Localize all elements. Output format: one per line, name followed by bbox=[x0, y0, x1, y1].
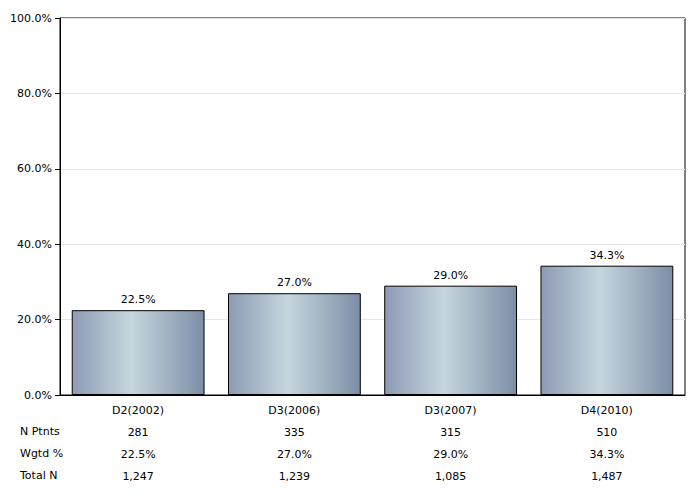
svg-text:D2(2002): D2(2002) bbox=[112, 404, 164, 417]
svg-text:34.3%: 34.3% bbox=[589, 249, 624, 262]
svg-text:D4(2010): D4(2010) bbox=[581, 404, 633, 417]
svg-text:27.0%: 27.0% bbox=[277, 276, 312, 289]
svg-text:D3(2006): D3(2006) bbox=[268, 404, 320, 417]
svg-text:40.0%: 40.0% bbox=[17, 238, 52, 251]
svg-text:1,239: 1,239 bbox=[279, 470, 311, 483]
svg-text:0.0%: 0.0% bbox=[24, 389, 52, 402]
svg-text:34.3%: 34.3% bbox=[589, 448, 624, 461]
svg-text:Wgtd %: Wgtd % bbox=[20, 447, 63, 460]
svg-text:D3(2007): D3(2007) bbox=[425, 404, 477, 417]
svg-text:510: 510 bbox=[596, 426, 617, 439]
svg-text:Total N: Total N bbox=[19, 469, 57, 482]
svg-text:100.0%: 100.0% bbox=[10, 12, 52, 25]
svg-text:80.0%: 80.0% bbox=[17, 87, 52, 100]
svg-text:29.0%: 29.0% bbox=[433, 448, 468, 461]
svg-text:1,487: 1,487 bbox=[591, 470, 623, 483]
svg-text:20.0%: 20.0% bbox=[17, 313, 52, 326]
svg-text:27.0%: 27.0% bbox=[277, 448, 312, 461]
svg-text:22.5%: 22.5% bbox=[121, 448, 156, 461]
svg-text:22.5%: 22.5% bbox=[121, 293, 156, 306]
svg-text:1,085: 1,085 bbox=[435, 470, 467, 483]
svg-text:1,247: 1,247 bbox=[122, 470, 154, 483]
svg-text:281: 281 bbox=[128, 426, 149, 439]
svg-text:315: 315 bbox=[440, 426, 461, 439]
svg-text:60.0%: 60.0% bbox=[17, 162, 52, 175]
svg-text:N Ptnts: N Ptnts bbox=[20, 425, 60, 438]
svg-text:29.0%: 29.0% bbox=[433, 269, 468, 282]
svg-text:335: 335 bbox=[284, 426, 305, 439]
